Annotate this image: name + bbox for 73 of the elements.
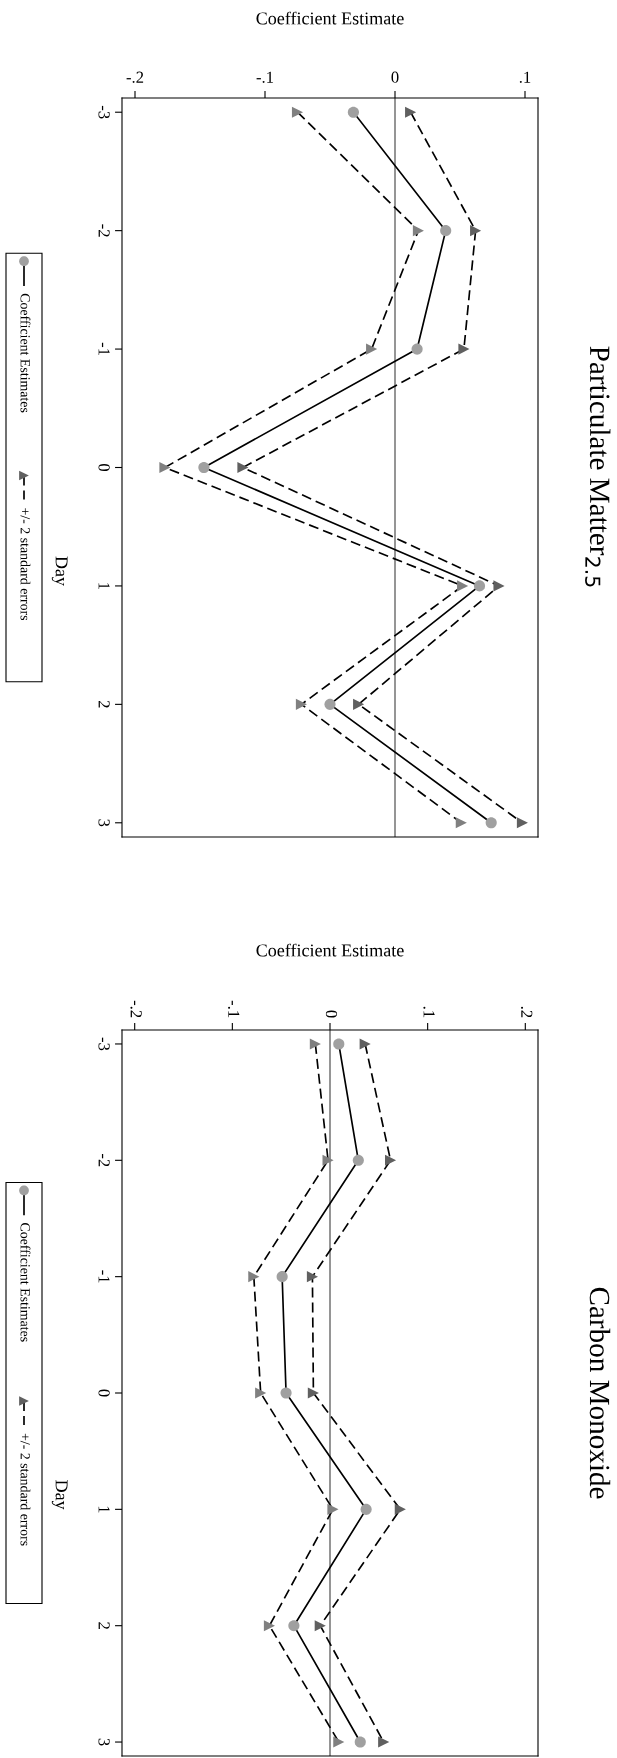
point xyxy=(470,225,482,237)
point xyxy=(159,461,171,474)
point xyxy=(405,106,417,118)
point xyxy=(276,1271,288,1283)
y-tick-label: 3 xyxy=(98,1738,110,1746)
point xyxy=(288,1620,300,1632)
point xyxy=(411,343,423,355)
point xyxy=(306,1271,318,1283)
x-tick-label: -.2 xyxy=(130,1000,142,1018)
x-tick-label: .1 xyxy=(519,71,531,83)
point xyxy=(198,461,210,474)
y-tick-label: 0 xyxy=(98,463,110,472)
x-tick-label: -.2 xyxy=(126,71,144,83)
point xyxy=(291,106,304,118)
point xyxy=(324,698,336,710)
y-tick-label: -3 xyxy=(98,105,110,119)
point xyxy=(255,1387,267,1399)
point xyxy=(516,817,528,829)
point xyxy=(378,1736,390,1748)
point xyxy=(295,698,307,710)
x-axis-title: Coefficient Estimate xyxy=(256,11,404,25)
point xyxy=(248,1271,260,1283)
point xyxy=(440,225,452,237)
point xyxy=(394,1503,406,1515)
y-tick-label: -1 xyxy=(98,342,110,356)
y-tick-label: 2 xyxy=(98,1622,110,1629)
point xyxy=(322,1154,334,1166)
y-tick-label: -2 xyxy=(98,224,110,237)
point xyxy=(360,1503,372,1515)
point xyxy=(473,580,486,592)
text: Carbon Monoxide xyxy=(589,1287,611,1499)
point xyxy=(353,698,365,710)
point xyxy=(263,1620,276,1632)
x-tick-label: 0 xyxy=(391,71,399,83)
x-tick-label: .2 xyxy=(521,1006,533,1018)
point xyxy=(359,1038,371,1050)
legend-label: +/- 2 standard errors xyxy=(20,1433,31,1546)
point xyxy=(457,580,469,592)
point xyxy=(347,106,359,118)
y-tick-label: 3 xyxy=(98,819,110,827)
point xyxy=(280,1387,292,1399)
y-tick-label: 2 xyxy=(98,700,110,708)
point xyxy=(352,1154,364,1166)
point xyxy=(333,1038,345,1050)
y-tick-label: -3 xyxy=(98,1037,110,1051)
point xyxy=(237,461,249,474)
x-tick-label: 0 xyxy=(325,1010,338,1018)
y-tick-label: 1 xyxy=(98,1506,110,1513)
y-axis-title: Day xyxy=(51,556,68,586)
x-axis-title: Coefficient Estimate xyxy=(256,943,404,957)
x-tick-label: -.1 xyxy=(256,71,274,83)
point xyxy=(327,1503,339,1515)
point xyxy=(366,343,378,355)
y-tick-label: -2 xyxy=(98,1153,110,1167)
x-tick-label: -.1 xyxy=(228,1000,240,1018)
legend-label: Coefficient Estimates xyxy=(20,293,31,413)
point xyxy=(384,1154,397,1166)
y-axis-title: Day xyxy=(51,1480,68,1510)
y-tick-label: 0 xyxy=(98,1389,110,1397)
point xyxy=(354,1736,366,1748)
point xyxy=(333,1736,345,1748)
point xyxy=(485,817,497,829)
y-tick-label: 1 xyxy=(98,583,110,590)
legend-label: Coefficient Estimates xyxy=(20,1223,31,1342)
point xyxy=(309,1038,321,1050)
legend-label: +/- 2 standard errors xyxy=(20,508,31,621)
point xyxy=(307,1387,319,1399)
point xyxy=(458,343,470,355)
y-tick-label: -1 xyxy=(98,1270,110,1283)
point xyxy=(412,225,424,237)
x-tick-label: .1 xyxy=(423,1006,435,1018)
text: Particulate Matter$_{2.5}$ xyxy=(585,346,611,587)
point xyxy=(493,580,505,592)
